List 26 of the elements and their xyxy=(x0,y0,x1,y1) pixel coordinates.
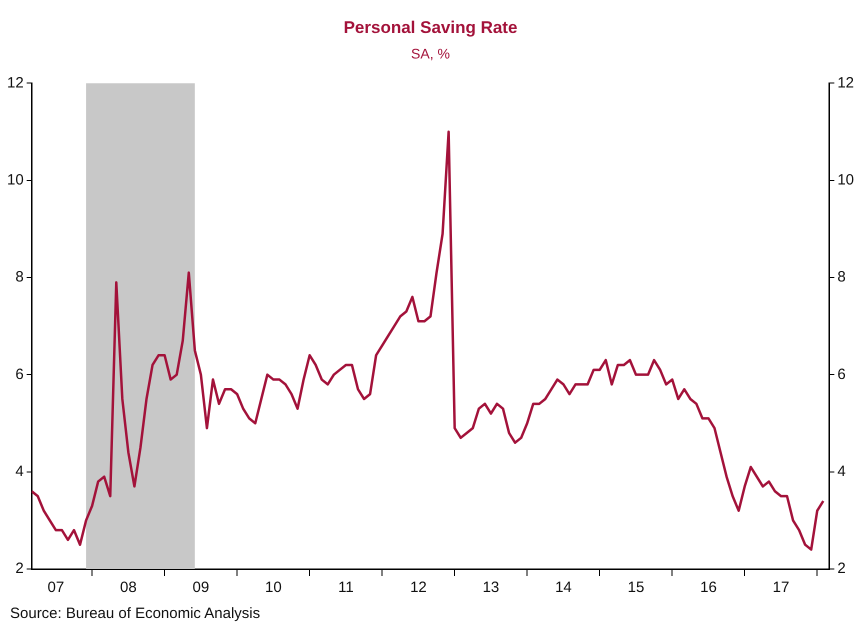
x-tick-label: 15 xyxy=(628,579,644,596)
x-tick-label: 07 xyxy=(48,579,64,596)
y-tick-label: 12 xyxy=(6,74,24,92)
x-tick-label: 09 xyxy=(192,579,210,596)
y2-tick-label: 10 xyxy=(837,172,854,188)
chart-title: Personal Saving Rate xyxy=(344,18,518,37)
x-tick-label: 11 xyxy=(338,579,354,596)
y-tick-label: 2 xyxy=(15,560,24,578)
y-tick-label: 4 xyxy=(15,462,24,480)
y2-tick-label: 6 xyxy=(837,366,846,383)
y2-tick-label: 4 xyxy=(837,462,846,480)
x-tick-label: 08 xyxy=(120,579,137,596)
y2-tick-label: 8 xyxy=(837,268,846,286)
y-tick-label: 6 xyxy=(15,366,24,383)
x-tick-label: 13 xyxy=(482,579,500,596)
x-tick-label: 10 xyxy=(265,579,282,596)
y-tick-label: 8 xyxy=(15,268,24,286)
x-tick-label: 16 xyxy=(700,579,717,596)
y-tick-label: 10 xyxy=(6,172,24,188)
x-tick-label: 14 xyxy=(555,579,572,596)
x-tick-label: 12 xyxy=(410,579,427,596)
x-tick-label: 17 xyxy=(772,579,790,596)
y2-tick-label: 2 xyxy=(837,560,846,578)
y2-tick-label: 12 xyxy=(837,74,854,92)
source-note: Source: Bureau of Economic Analysis xyxy=(10,605,260,622)
chart-subtitle: SA, % xyxy=(411,46,450,62)
